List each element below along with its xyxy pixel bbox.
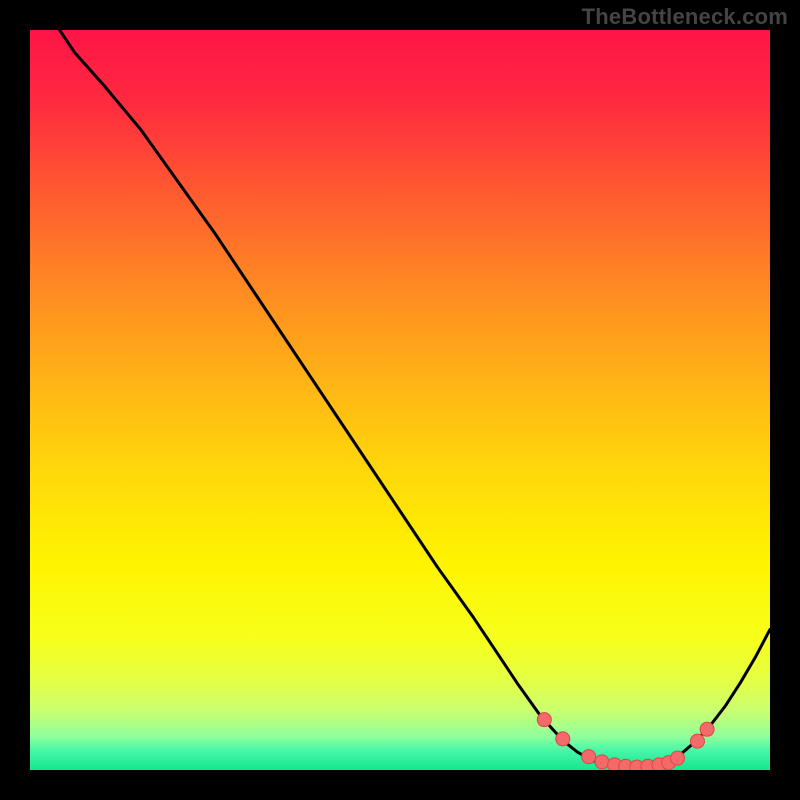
image-root: TheBottleneck.com	[0, 0, 800, 800]
data-marker	[671, 751, 685, 765]
data-marker	[690, 734, 704, 748]
data-marker	[700, 722, 714, 736]
data-marker	[556, 732, 570, 746]
bottleneck-chart	[0, 0, 800, 800]
gradient-fill	[30, 30, 770, 770]
data-marker	[582, 750, 596, 764]
data-marker	[595, 755, 609, 769]
data-marker	[537, 713, 551, 727]
watermark-text: TheBottleneck.com	[582, 4, 788, 30]
